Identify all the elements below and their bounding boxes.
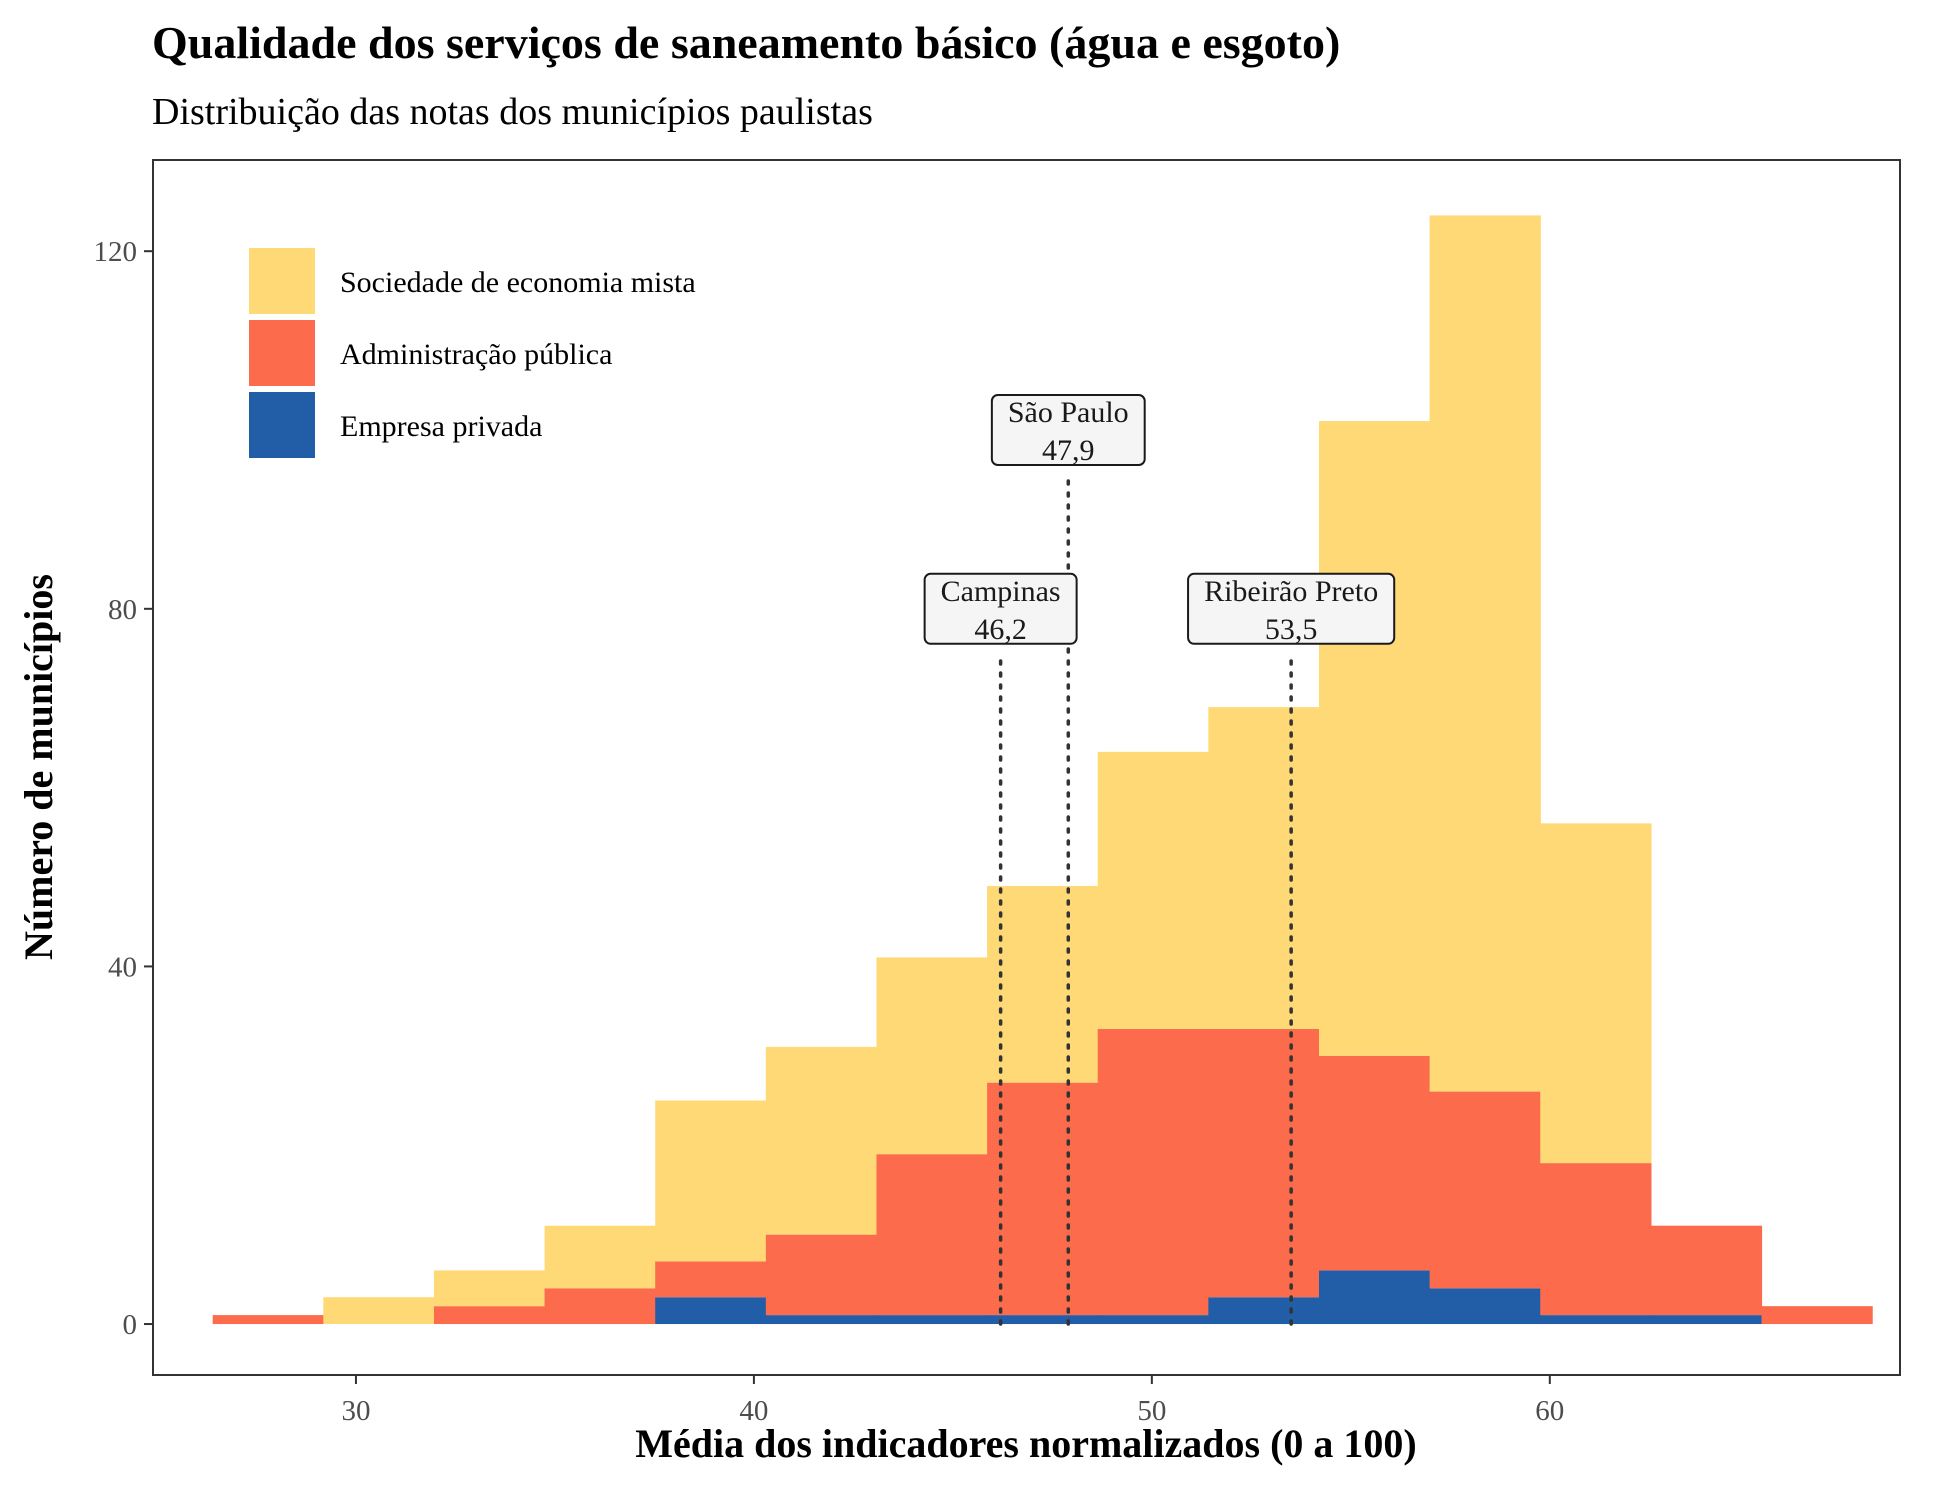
y-tick-label: 40 xyxy=(108,951,137,983)
bar-segment xyxy=(1318,1055,1431,1271)
bar-segment xyxy=(323,1297,435,1325)
annotation-label: Ribeirão Preto 53,5 xyxy=(1187,572,1396,646)
legend-item: Administração pública xyxy=(249,320,612,386)
y-tick-label: 80 xyxy=(108,594,137,626)
y-axis-title: Número de municípios xyxy=(16,574,61,960)
bar-segment xyxy=(765,1046,878,1235)
chart-subtitle: Distribuição das notas dos municípios pa… xyxy=(152,91,873,133)
y-tick-label: 120 xyxy=(94,236,138,268)
x-tick-label: 30 xyxy=(341,1395,370,1427)
chart-title: Qualidade dos serviços de saneamento bás… xyxy=(152,17,1340,68)
bar-segment xyxy=(876,957,988,1155)
legend-swatch xyxy=(249,248,315,314)
annotation-city: Campinas xyxy=(941,575,1061,608)
bar-segment xyxy=(1429,215,1541,1092)
annotation-box xyxy=(990,394,1146,466)
bar-segment xyxy=(655,1100,767,1262)
bar-segment xyxy=(1097,751,1209,1029)
bar-segment xyxy=(765,1315,878,1325)
bar-segment xyxy=(1097,1315,1209,1325)
bar-segment xyxy=(876,1315,988,1325)
legend-label: Empresa privada xyxy=(340,410,542,443)
annotation-label: São Paulo 47,9 xyxy=(990,394,1146,467)
bar-segment xyxy=(1429,1091,1541,1289)
x-tick-label: 50 xyxy=(1137,1395,1166,1427)
y-tick-label: 0 xyxy=(123,1309,138,1341)
bar-segment xyxy=(1318,421,1431,1056)
bar-segment xyxy=(1540,1315,1652,1325)
legend-item: Sociedade de economia mista xyxy=(249,248,696,314)
annotation-box xyxy=(923,572,1078,645)
legend-swatch xyxy=(249,320,315,386)
bar-segment xyxy=(987,885,1099,1083)
bar-segment xyxy=(212,1315,324,1325)
annotation-value: 46,2 xyxy=(974,613,1027,646)
axes-layer: 30 40 50 60 0 40 80 120 xyxy=(94,236,1565,1427)
legend-label: Administração pública xyxy=(340,338,612,371)
bar-segment xyxy=(1650,1315,1763,1325)
annotation-value: 47,9 xyxy=(1042,434,1095,467)
bar-segment xyxy=(433,1306,546,1325)
annotation-city: Ribeirão Preto xyxy=(1204,575,1378,608)
bar-segment xyxy=(1208,1297,1320,1325)
annotation-city: São Paulo xyxy=(1008,396,1129,429)
legend: Sociedade de economia mista Administração… xyxy=(249,248,696,458)
bar-segment xyxy=(1429,1288,1541,1325)
bar-segment xyxy=(987,1315,1099,1325)
bar-segment xyxy=(1540,1163,1652,1316)
annotation-value: 53,5 xyxy=(1265,613,1318,646)
bar-segment xyxy=(544,1225,656,1289)
annotation-labels-layer: Campinas 46,2 São Paulo 47,9 Ribeirão Preto 5… xyxy=(923,394,1396,646)
bar-segment xyxy=(987,1082,1099,1316)
legend-label: Sociedade de economia mista xyxy=(340,266,696,299)
bar-segment xyxy=(433,1270,546,1307)
annotation-lines-layer xyxy=(998,477,1293,1326)
x-tick-label: 40 xyxy=(739,1395,768,1427)
x-tick-label: 60 xyxy=(1535,1395,1564,1427)
bars-layer xyxy=(212,215,1873,1325)
legend-swatch xyxy=(249,392,315,458)
annotation-box xyxy=(1187,572,1396,645)
annotation-label: Campinas 46,2 xyxy=(923,572,1078,646)
bar-segment xyxy=(655,1261,767,1298)
bar-segment xyxy=(1208,1029,1320,1298)
bar-segment xyxy=(1540,823,1652,1164)
bar-segment xyxy=(765,1234,878,1316)
bar-segment xyxy=(1208,707,1320,1029)
bar-segment xyxy=(1650,1225,1763,1316)
bar-segment xyxy=(1318,1270,1431,1325)
bar-segment xyxy=(1761,1306,1873,1325)
x-axis-title: Média dos indicadores normalizados (0 a … xyxy=(635,1421,1417,1466)
bar-segment xyxy=(655,1297,767,1325)
bar-segment xyxy=(876,1154,988,1316)
legend-item: Empresa privada xyxy=(249,392,542,458)
bar-segment xyxy=(1097,1029,1209,1316)
bar-segment xyxy=(544,1288,656,1325)
